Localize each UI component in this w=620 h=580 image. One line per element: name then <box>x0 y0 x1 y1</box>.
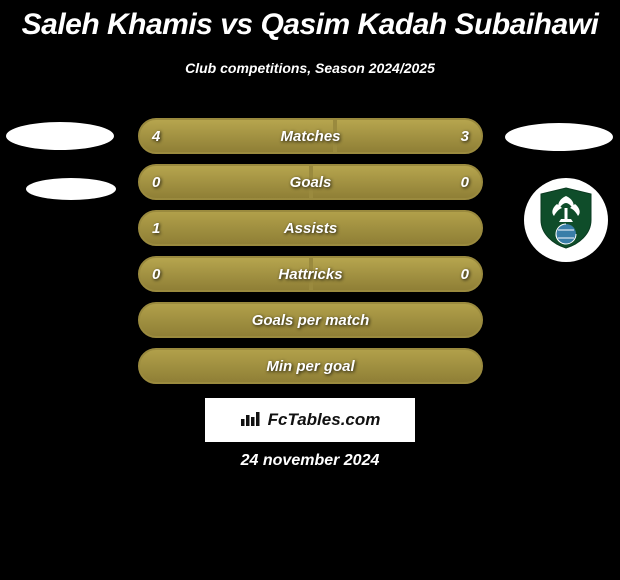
row-label: Min per goal <box>138 348 483 384</box>
player-b-club-badge <box>524 178 608 262</box>
row-hattricks: 0 Hattricks 0 <box>138 256 483 292</box>
player-a-club-placeholder <box>26 178 116 200</box>
row-label: Assists <box>138 210 483 246</box>
shield-palm-icon <box>537 186 595 255</box>
date-text: 24 november 2024 <box>0 452 620 470</box>
watermark: FcTables.com <box>205 398 415 442</box>
row-goals: 0 Goals 0 <box>138 164 483 200</box>
row-label: Goals <box>138 164 483 200</box>
val-right: 0 <box>461 256 469 292</box>
val-right: 0 <box>461 164 469 200</box>
vs-text: vs <box>220 8 252 41</box>
player-a-avatar <box>6 122 114 150</box>
subtitle: Club competitions, Season 2024/2025 <box>0 60 620 76</box>
player-b-name: Qasim Kadah Subaihawi <box>260 8 598 41</box>
row-assists: 1 Assists <box>138 210 483 246</box>
page-title: Saleh Khamis vs Qasim Kadah Subaihawi <box>0 0 620 42</box>
watermark-text: FcTables.com <box>268 410 381 430</box>
row-min-per-goal: Min per goal <box>138 348 483 384</box>
row-goals-per-match: Goals per match <box>138 302 483 338</box>
row-label: Matches <box>138 118 483 154</box>
row-label: Hattricks <box>138 256 483 292</box>
stats-comparison: 4 Matches 3 0 Goals 0 1 Assists 0 Hattri… <box>138 118 483 394</box>
bars-icon <box>240 409 262 432</box>
player-b-avatar <box>505 123 613 151</box>
player-a-name: Saleh Khamis <box>22 8 213 41</box>
row-matches: 4 Matches 3 <box>138 118 483 154</box>
row-label: Goals per match <box>138 302 483 338</box>
val-right: 3 <box>461 118 469 154</box>
